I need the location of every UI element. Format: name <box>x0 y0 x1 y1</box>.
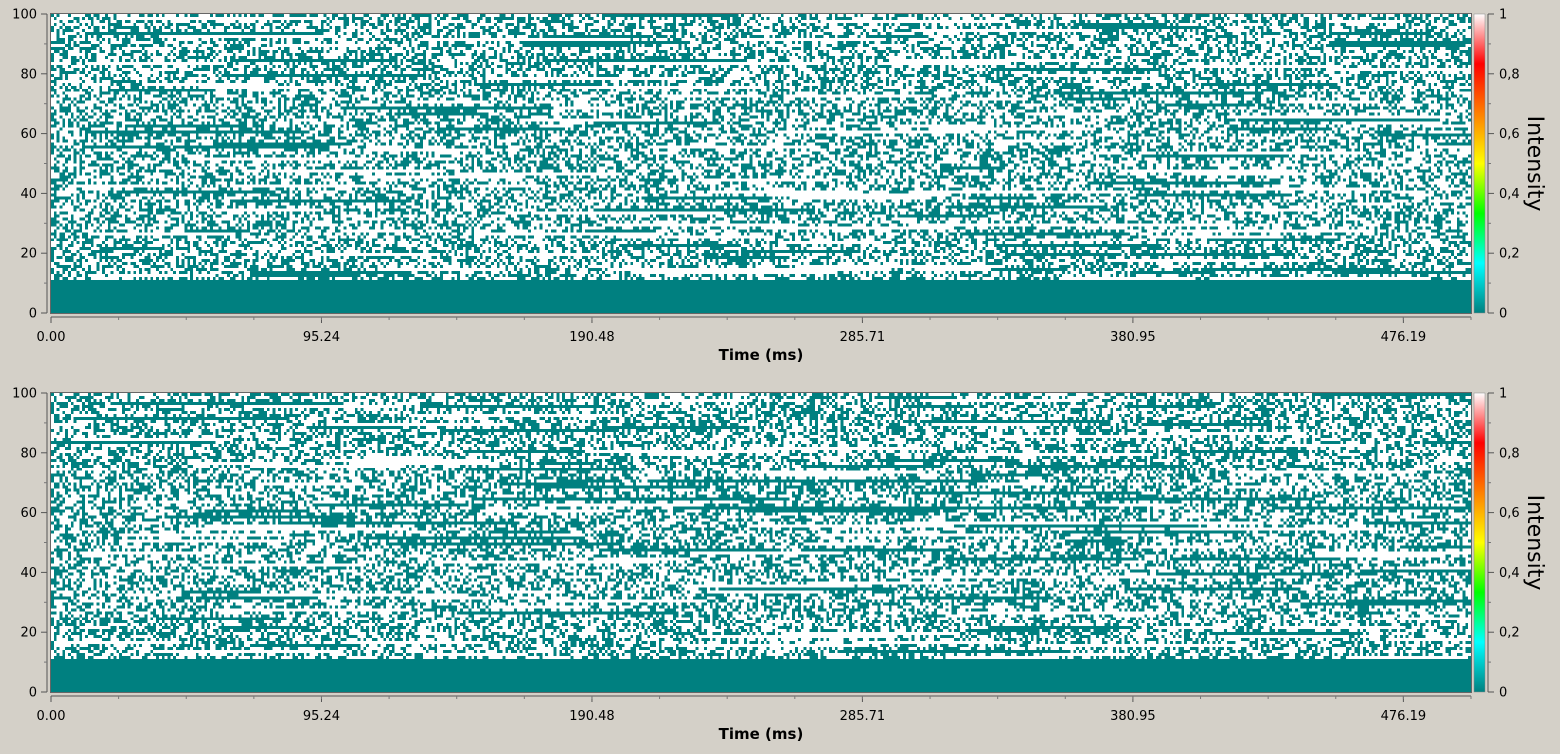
colorbar-tick-label: 1 <box>1499 387 1507 402</box>
colorbar-tick-label: 0 <box>1499 307 1507 322</box>
colorbar-tick-label: 0,6 <box>1499 506 1520 521</box>
x-tick-label: 0.00 <box>37 330 66 345</box>
y-tick-label: 80 <box>20 446 37 461</box>
x-tick-label: 190.48 <box>569 330 615 345</box>
colorbar <box>1473 13 1486 314</box>
raster-svg: 0 20 40 60 80 100 0.00 95.24 190.48 285.71 380.95 4… <box>12 8 1547 365</box>
y-tick-label: 0 <box>29 686 37 701</box>
colorbar-tick-label: 1 <box>1499 8 1507 23</box>
raster-cells <box>51 14 1471 313</box>
x-tick-label: 190.48 <box>569 709 615 724</box>
x-tick-label: 95.24 <box>303 330 340 345</box>
y-tick-label: 40 <box>20 187 37 202</box>
colorbar-tick-label: 0,6 <box>1499 127 1520 142</box>
x-tick-label: 380.95 <box>1110 709 1156 724</box>
colorbar-tick-label: 0,8 <box>1499 67 1520 82</box>
colorbar-tick-label: 0 <box>1499 686 1507 701</box>
raster-svg: 0 20 40 60 80 100 0.00 95.24 190.48 285.71 380.95 4… <box>12 387 1547 744</box>
x-tick-label: 380.95 <box>1110 330 1156 345</box>
x-axis-title: Time (ms) <box>719 346 804 364</box>
colorbar-title: Intensity <box>1522 116 1547 212</box>
plot-frame <box>50 392 1472 693</box>
x-tick-label: 0.00 <box>37 709 66 724</box>
y-tick-label: 20 <box>20 626 37 641</box>
y-tick-label: 20 <box>20 247 37 262</box>
x-tick-label: 476.19 <box>1381 330 1427 345</box>
x-tick-label: 95.24 <box>303 709 340 724</box>
y-tick-label: 80 <box>20 67 37 82</box>
y-tick-label: 100 <box>12 387 37 402</box>
x-tick-label: 285.71 <box>840 330 886 345</box>
y-tick-label: 60 <box>20 506 37 521</box>
y-tick-label: 60 <box>20 127 37 142</box>
x-axis-title: Time (ms) <box>719 725 804 743</box>
colorbar-title: Intensity <box>1522 495 1547 591</box>
colorbar-tick-label: 0,4 <box>1499 566 1520 581</box>
colorbar-tick-label: 0,2 <box>1499 247 1520 262</box>
y-tick-label: 40 <box>20 566 37 581</box>
x-tick-label: 285.71 <box>840 709 886 724</box>
raster-plot-2: 0 20 40 60 80 100 0.00 95.24 190.48 285.71 380.95 4… <box>0 379 1560 754</box>
plot-frame <box>50 13 1472 314</box>
raster-cells <box>51 393 1471 692</box>
x-tick-label: 476.19 <box>1381 709 1427 724</box>
y-tick-label: 0 <box>29 307 37 322</box>
y-tick-label: 100 <box>12 8 37 23</box>
colorbar <box>1473 392 1486 693</box>
colorbar-tick-label: 0,2 <box>1499 626 1520 641</box>
colorbar-tick-label: 0,4 <box>1499 187 1520 202</box>
raster-plot-1: 0 20 40 60 80 100 0.00 95.24 190.48 285.71 380.95 4… <box>0 0 1560 375</box>
colorbar-tick-label: 0,8 <box>1499 446 1520 461</box>
